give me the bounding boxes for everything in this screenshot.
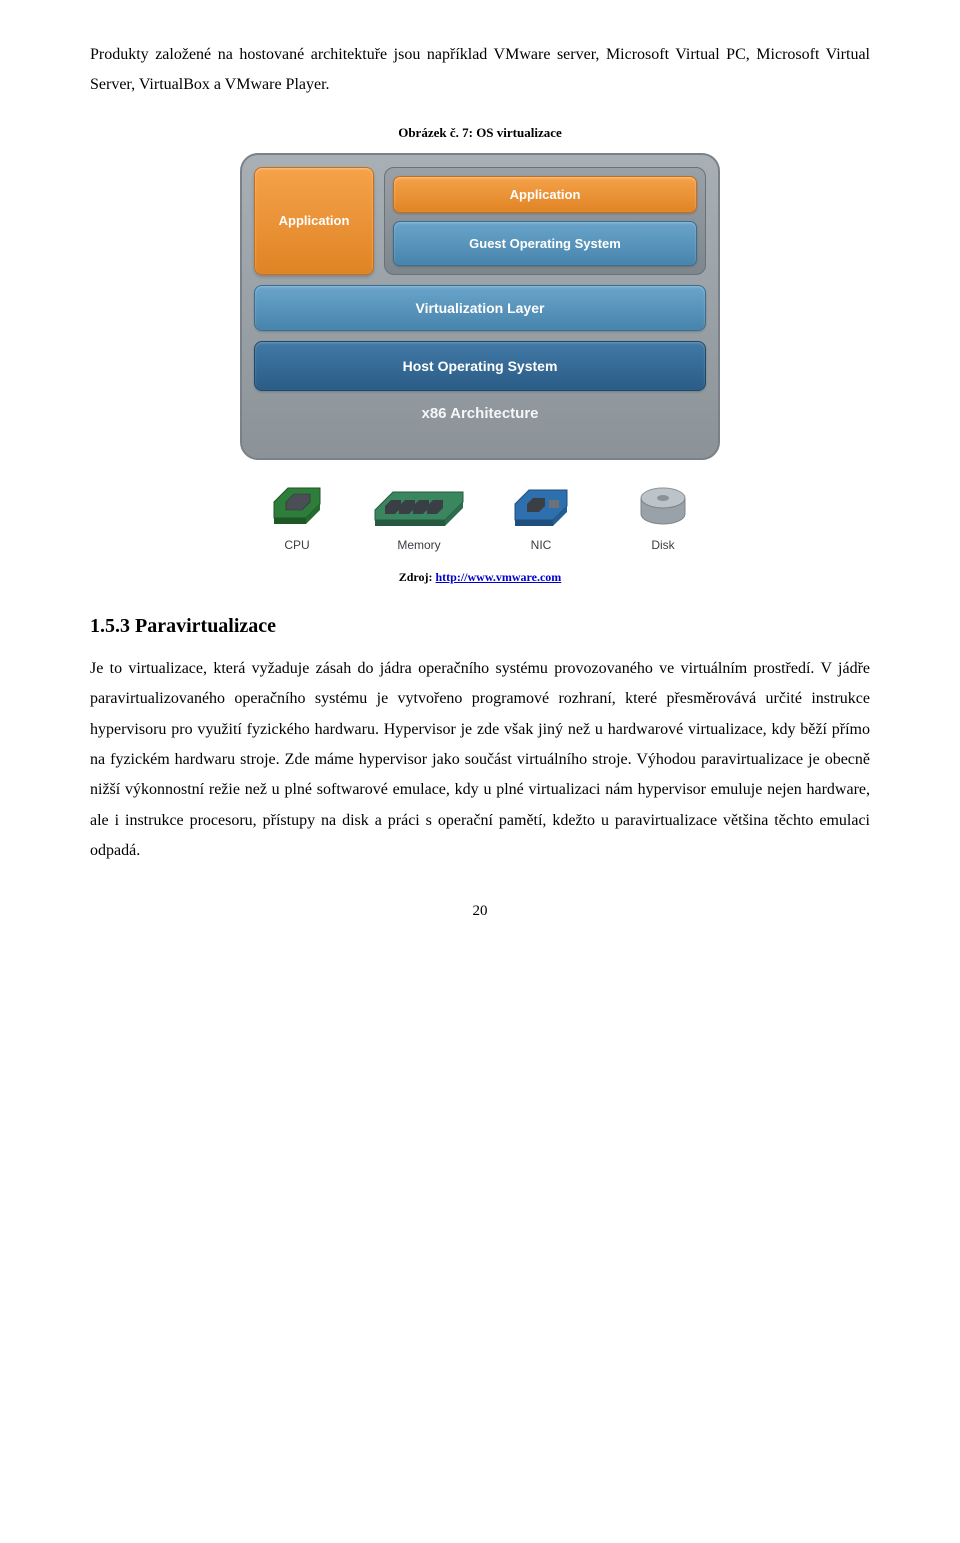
figure-wrapper: Application Application Guest Operating …	[90, 153, 870, 552]
diagram-top-row: Application Application Guest Operating …	[254, 167, 706, 275]
virtualization-layer-box: Virtualization Layer	[254, 285, 706, 331]
os-virtualization-diagram: Application Application Guest Operating …	[240, 153, 720, 552]
figure-source: Zdroj: http://www.vmware.com	[90, 570, 870, 585]
source-link[interactable]: http://www.vmware.com	[436, 570, 562, 584]
application-top-box: Application	[393, 176, 697, 213]
memory-icon	[371, 480, 467, 532]
disk-icon	[635, 480, 691, 532]
hw-nic-label: NIC	[484, 538, 598, 552]
body-paragraph: Je to virtualizace, která vyžaduje zásah…	[90, 654, 870, 867]
application-top-label: Application	[510, 187, 581, 202]
virtualization-layer-label: Virtualization Layer	[416, 300, 545, 316]
hw-nic: NIC	[484, 474, 598, 552]
page-number: 20	[90, 903, 870, 920]
hw-cpu-label: CPU	[240, 538, 354, 552]
hw-disk-label: Disk	[606, 538, 720, 552]
guest-os-label: Guest Operating System	[469, 236, 621, 251]
section-heading: 1.5.3 Paravirtualizace	[90, 615, 870, 638]
application-left-box: Application	[254, 167, 374, 275]
hw-disk: Disk	[606, 474, 720, 552]
guest-stack: Application Guest Operating System	[384, 167, 706, 275]
guest-os-box: Guest Operating System	[393, 221, 697, 266]
host-os-label: Host Operating System	[403, 358, 558, 374]
application-left-label: Application	[279, 213, 350, 228]
figure-caption: Obrázek č. 7: OS virtualizace	[90, 125, 870, 141]
source-prefix: Zdroj:	[399, 570, 436, 584]
intro-paragraph: Produkty založené na hostované architekt…	[90, 40, 870, 101]
hw-memory: Memory	[362, 474, 476, 552]
host-os-box: Host Operating System	[254, 341, 706, 391]
cpu-icon	[268, 480, 326, 532]
hardware-row: CPU Memory	[240, 474, 720, 552]
diagram-container: Application Application Guest Operating …	[240, 153, 720, 460]
hw-memory-label: Memory	[362, 538, 476, 552]
hw-cpu: CPU	[240, 474, 354, 552]
nic-icon	[509, 480, 573, 532]
architecture-label: x86 Architecture	[254, 405, 706, 422]
